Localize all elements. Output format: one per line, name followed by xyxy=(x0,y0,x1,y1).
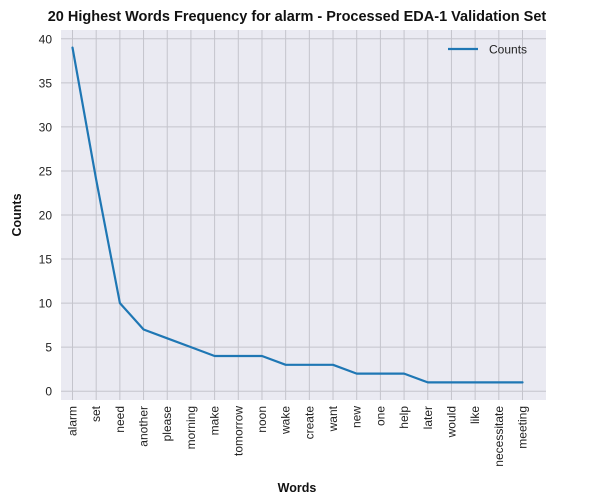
x-tick-label: meeting xyxy=(516,406,530,449)
x-tick-label: help xyxy=(397,406,411,429)
x-tick-label: wake xyxy=(279,406,293,435)
x-tick-labels: alarm set need another please morning make tomo… xyxy=(66,405,530,466)
x-tick-label: new xyxy=(350,406,364,428)
x-tick-label: like xyxy=(468,406,482,424)
x-tick-label: set xyxy=(89,405,103,422)
x-tick-label: want xyxy=(326,405,340,432)
legend-label: Counts xyxy=(489,43,527,57)
x-tick-label: one xyxy=(373,406,387,426)
x-tick-label: need xyxy=(113,406,127,433)
y-tick-label: 5 xyxy=(45,341,52,355)
y-tick-label: 40 xyxy=(39,32,53,46)
x-tick-label: later xyxy=(421,406,435,429)
x-tick-label: would xyxy=(444,406,458,438)
x-axis-label: Words xyxy=(278,481,317,495)
x-tick-label: tomorrow xyxy=(231,406,245,456)
y-tick-label: 15 xyxy=(39,253,53,267)
x-tick-label: noon xyxy=(255,406,269,433)
x-tick-label: another xyxy=(137,406,151,447)
y-tick-label: 0 xyxy=(45,385,52,399)
x-tick-label: please xyxy=(160,406,174,442)
x-tick-label: morning xyxy=(184,406,198,449)
chart-title: 20 Highest Words Frequency for alarm - P… xyxy=(48,9,547,25)
y-tick-label: 10 xyxy=(39,297,53,311)
y-tick-label: 35 xyxy=(39,76,53,90)
y-tick-label: 20 xyxy=(39,209,53,223)
y-tick-labels: 0 5 10 15 20 25 30 35 40 xyxy=(39,32,53,398)
x-tick-label: make xyxy=(208,406,222,436)
y-tick-label: 30 xyxy=(39,120,53,134)
y-tick-label: 25 xyxy=(39,164,53,178)
x-tick-label: create xyxy=(302,406,316,440)
y-axis-label: Counts xyxy=(10,193,24,236)
x-tick-label: alarm xyxy=(66,406,80,436)
x-tick-label: necessitate xyxy=(492,406,506,467)
